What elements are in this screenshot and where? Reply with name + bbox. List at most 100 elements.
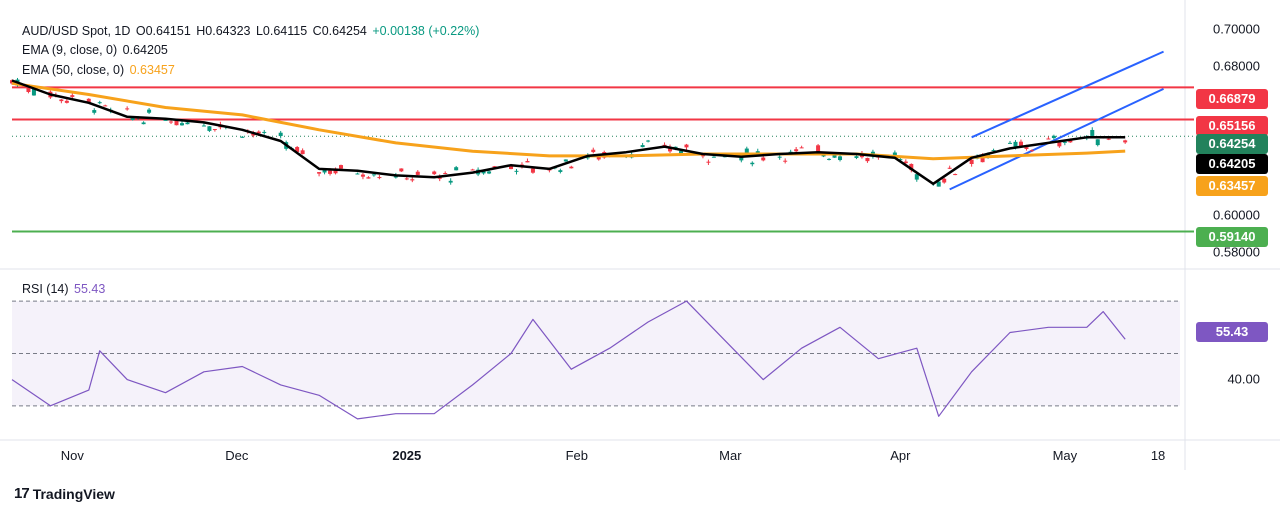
time-tick-label: Nov <box>61 448 85 463</box>
candle-body <box>1008 142 1013 144</box>
candle-body <box>646 140 651 142</box>
candle-body <box>317 172 322 174</box>
candle-body <box>1106 138 1111 140</box>
resistance-2-label: 0.65156 <box>1196 116 1268 136</box>
time-tick-label: Feb <box>566 448 588 463</box>
candle-body <box>903 161 908 164</box>
candle-body <box>262 131 267 133</box>
ema9-legend-label: EMA (9, close, 0) <box>22 43 118 57</box>
candle-body <box>892 152 897 157</box>
candle-body <box>212 129 217 131</box>
candle-body <box>487 171 492 174</box>
price-tick-label: 0.68000 <box>1213 59 1260 74</box>
candle-body <box>509 165 514 170</box>
tradingview-logo-icon: 17 <box>14 485 30 502</box>
candle-body <box>794 149 799 152</box>
candle-body <box>700 155 705 157</box>
candle-body <box>739 156 744 161</box>
candle-body <box>322 169 327 173</box>
candle-body <box>404 178 409 180</box>
ema50-price-label: 0.63457 <box>1196 176 1268 196</box>
rsi-legend-value: 55.43 <box>74 282 106 296</box>
candle-body <box>86 98 91 103</box>
candle-body <box>415 171 420 175</box>
candle-body <box>530 168 535 173</box>
candle-body <box>355 173 360 175</box>
candle-body <box>328 170 333 174</box>
candle-body <box>668 146 673 152</box>
time-tick-label: 18 <box>1151 448 1165 463</box>
candle-body <box>1068 139 1073 143</box>
time-tick-label: May <box>1053 448 1078 463</box>
candle-body <box>481 170 486 174</box>
candle-body <box>947 167 952 169</box>
ohlc-change: +0.00138 (+0.22%) <box>372 24 480 38</box>
candle-body <box>448 180 453 183</box>
candle-body <box>31 88 36 96</box>
candle-body <box>399 168 404 172</box>
candle-body <box>821 154 826 157</box>
candle-body <box>64 100 69 103</box>
time-tick-label: Mar <box>719 448 742 463</box>
symbol-legend: AUD/USD Spot, 1D O0.64151 H0.64323 L0.64… <box>22 23 481 39</box>
candle-body <box>454 167 459 171</box>
symbol-name: AUD/USD Spot, 1D <box>22 24 131 38</box>
candle-body <box>1018 141 1023 148</box>
candle-body <box>130 117 135 121</box>
candle-body <box>711 156 716 158</box>
candle-body <box>1013 141 1018 147</box>
candle-body <box>179 123 184 126</box>
ema50-legend-label: EMA (50, close, 0) <box>22 63 125 77</box>
candle-body <box>432 171 437 175</box>
candle-body <box>147 109 152 113</box>
candle-body <box>827 158 832 160</box>
price-tick-label: 0.60000 <box>1213 207 1260 222</box>
candle-body <box>240 136 245 138</box>
candle-body <box>936 181 941 187</box>
support-1-label: 0.59140 <box>1196 227 1268 247</box>
ema50-legend-value: 0.63457 <box>129 63 175 77</box>
candle-body <box>744 148 749 153</box>
time-tick-label: Dec <box>225 448 249 463</box>
candle-body <box>816 145 821 152</box>
candle-body <box>563 159 568 162</box>
candle-body <box>525 161 530 163</box>
candle-body <box>596 155 601 160</box>
candle-body <box>185 122 190 125</box>
time-tick-label: Apr <box>890 448 911 463</box>
candle-body <box>251 133 256 136</box>
candle-body <box>103 105 108 107</box>
candle-body <box>339 165 344 169</box>
candle-body <box>201 125 206 127</box>
candle-body <box>953 174 958 176</box>
candle-body <box>854 156 859 158</box>
candle-body <box>1024 147 1029 149</box>
brand-name: TradingView <box>32 485 115 502</box>
price-tick-label: 0.58000 <box>1213 245 1260 260</box>
candle-body <box>969 159 974 165</box>
candle-body <box>558 170 563 172</box>
candle-body <box>898 159 903 161</box>
candle-body <box>163 119 168 121</box>
candle-body <box>300 150 305 155</box>
last-price-label: 0.64254 <box>1196 134 1268 154</box>
candle-body <box>371 174 376 176</box>
candle-body <box>942 178 947 183</box>
candle-body <box>1062 141 1067 143</box>
candle-body <box>70 95 75 97</box>
candle-body <box>256 131 261 134</box>
rsi-line <box>11 300 1126 420</box>
candle-body <box>914 174 919 180</box>
candle-body <box>569 166 574 169</box>
candle-body <box>1029 150 1034 152</box>
candle-body <box>59 99 64 102</box>
candle-body <box>514 170 519 172</box>
candle-body <box>755 151 760 153</box>
tradingview-brand[interactable]: 17 TradingView <box>14 485 115 502</box>
candle-body <box>366 177 371 179</box>
ohlc-low: L0.64115 <box>255 24 308 38</box>
rsi-tick-label: 40.00 <box>1227 372 1260 387</box>
candle-body <box>909 163 914 171</box>
candle-body <box>295 147 300 153</box>
